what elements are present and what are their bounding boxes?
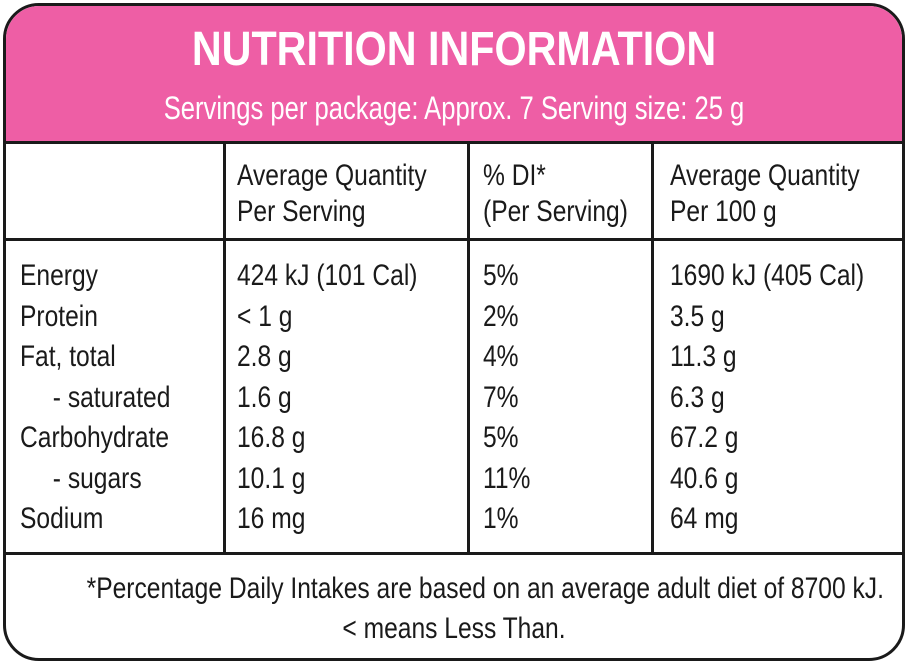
di-value: 5% [483,421,519,454]
nutrient-label: Sodium [20,502,104,535]
per-100g-value: 64 mg [670,502,739,535]
di-value: 4% [483,340,519,373]
nutrition-panel: NUTRITION INFORMATION Servings per packa… [3,3,905,661]
footer-divider [6,552,902,555]
per-100g-value: 1690 kJ (405 Cal) [670,259,865,292]
di-value: 5% [483,259,519,292]
footnote-less-than: < means Less Than. [342,612,566,645]
column-divider [223,144,226,555]
per-serving-value: 2.8 g [237,340,292,373]
column-divider [651,144,654,555]
header-di: % DI* (Per Serving) [483,158,628,230]
per-serving-value: < 1 g [237,299,293,333]
di-value: 11% [483,461,531,495]
nutrient-label: - sugars [52,461,142,495]
header-per-serving-line1: Average Quantity [237,159,427,192]
nutrient-label: Fat, total [20,340,116,373]
per-serving-column: 424 kJ (101 Cal) < 1 g 2.8 g 1.6 g 16.8 … [237,256,417,540]
header-per-serving: Average Quantity Per Serving [237,158,427,230]
per-100g-value: 40.6 g [670,461,739,495]
per-serving-value: 16 mg [237,502,306,535]
column-divider [467,144,470,555]
nutrient-label: - saturated [52,380,171,414]
di-column: 5% 2% 4% 7% 5% 11% 1% [483,256,530,540]
per-serving-value: 16.8 g [237,421,306,454]
per-100g-value: 67.2 g [670,421,739,454]
nutrient-label: Carbohydrate [20,421,170,454]
per-100g-column: 1690 kJ (405 Cal) 3.5 g 11.3 g 6.3 g 67.… [670,256,864,540]
header-per-serving-line2: Per Serving [237,195,366,228]
title: NUTRITION INFORMATION [191,23,717,76]
header-per-100g-line2: Per 100 g [670,195,777,228]
nutrient-label: Protein [20,299,98,333]
header: NUTRITION INFORMATION Servings per packa… [6,6,902,144]
di-value: 1% [483,502,519,535]
nutrient-label: Energy [20,259,98,292]
header-per-100g: Average Quantity Per 100 g [670,158,860,230]
nutrition-table: Average Quantity Per Serving % DI* (Per … [6,144,902,555]
nutrient-column: Energy Protein Fat, total - saturated Ca… [20,256,170,540]
per-serving-value: 424 kJ (101 Cal) [237,259,418,292]
per-serving-value: 1.6 g [237,380,292,414]
per-100g-value: 3.5 g [670,299,725,333]
footnote-di: *Percentage Daily Intakes are based on a… [86,572,884,605]
header-per-100g-line1: Average Quantity [670,159,860,192]
per-100g-value: 6.3 g [670,380,725,414]
header-divider [6,238,902,241]
per-serving-value: 10.1 g [237,461,306,495]
header-di-line2: (Per Serving) [483,195,628,228]
footnote: *Percentage Daily Intakes are based on a… [6,555,902,658]
servings-info: Servings per package: Approx. 7 Serving … [163,90,745,126]
di-value: 2% [483,299,519,333]
per-100g-value: 11.3 g [670,340,737,373]
di-value: 7% [483,380,519,414]
header-di-line1: % DI* [483,159,546,192]
